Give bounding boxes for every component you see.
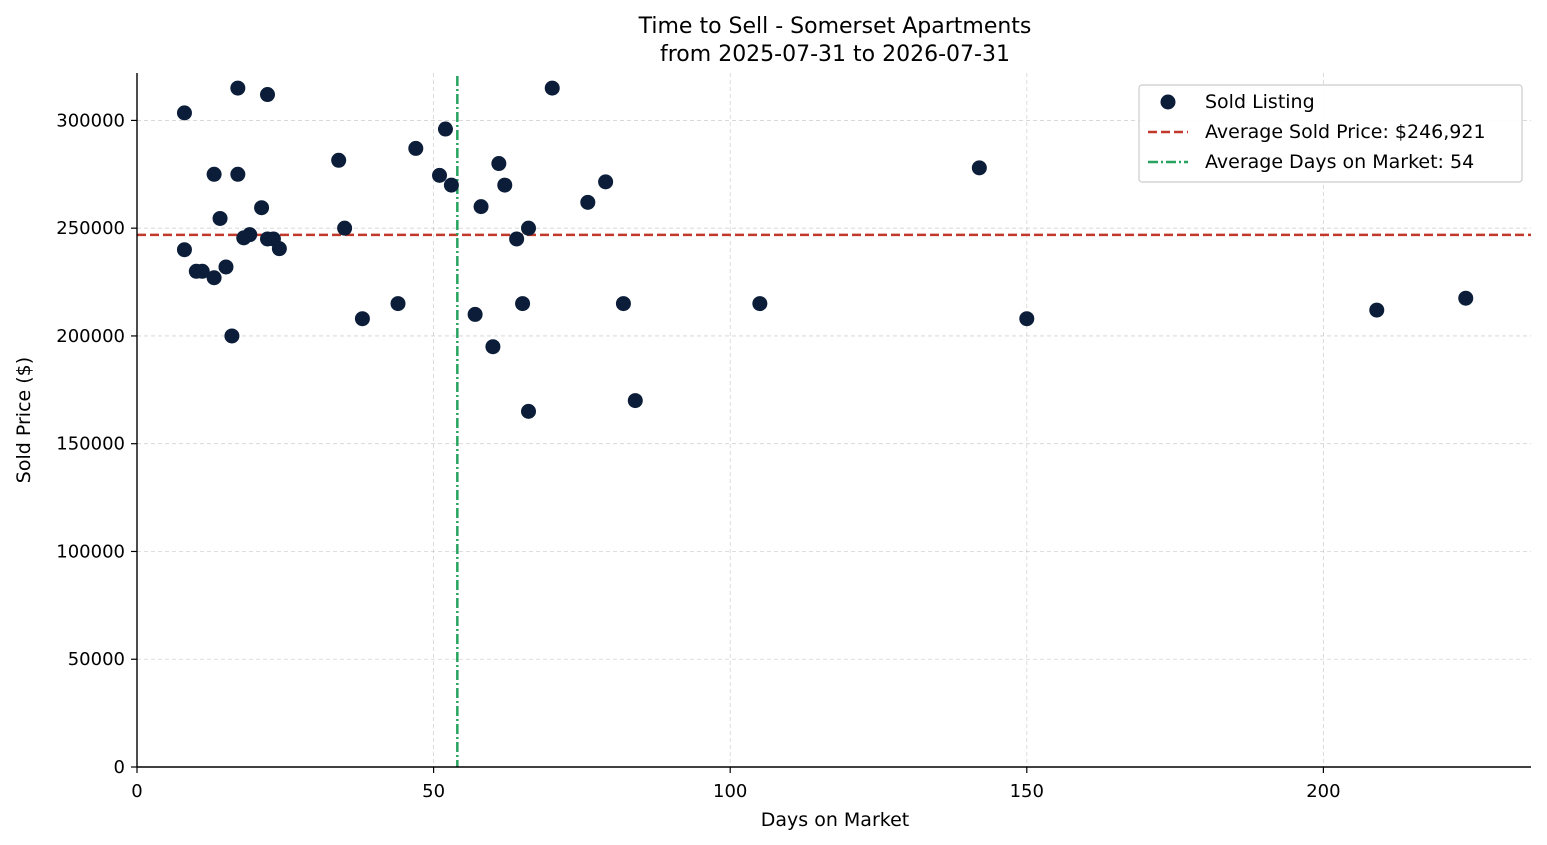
data-point (515, 296, 531, 312)
data-point (206, 166, 222, 182)
data-point (497, 177, 513, 193)
data-point (218, 259, 234, 275)
data-point (467, 306, 483, 322)
data-point (206, 270, 222, 286)
data-point (521, 220, 537, 236)
data-point (752, 296, 768, 312)
data-point (260, 87, 276, 103)
y-tick-label: 250000 (56, 218, 125, 239)
reference-lines (137, 76, 1531, 767)
tick-marks: 0 50 100 150 200 0 50000 100000 150000 200000 2500… (56, 110, 1340, 802)
data-point (521, 403, 537, 419)
data-point (437, 121, 453, 137)
y-tick-label: 0 (114, 757, 125, 778)
y-tick-label: 150000 (56, 434, 125, 455)
chart-subtitle: from 2025-07-31 to 2026-07-31 (660, 42, 1010, 67)
y-tick-label: 100000 (56, 541, 125, 562)
data-point (443, 177, 459, 193)
data-point (230, 80, 246, 96)
data-point (230, 166, 246, 182)
data-point (509, 231, 525, 247)
data-point (390, 296, 406, 312)
data-point (598, 174, 614, 190)
data-point (224, 328, 240, 344)
y-axis-label: Sold Price ($) (13, 357, 35, 483)
data-point (254, 200, 270, 216)
x-tick-label: 150 (1010, 781, 1044, 802)
data-point (408, 140, 424, 156)
data-point (1369, 302, 1385, 318)
grid-lines (137, 73, 1531, 767)
data-point (615, 296, 631, 312)
data-point (491, 156, 507, 172)
data-point (1019, 311, 1035, 327)
chart-title: Time to Sell - Somerset Apartments (638, 14, 1032, 39)
x-axis-label: Days on Market (761, 809, 909, 831)
data-points (176, 80, 1474, 419)
data-point (485, 339, 501, 355)
legend-box (1138, 84, 1523, 183)
data-point (337, 220, 353, 236)
data-point (1458, 290, 1474, 306)
legend-label-avg-days: Average Days on Market: 54 (1205, 151, 1474, 173)
data-point (971, 160, 987, 176)
data-point (354, 311, 370, 327)
y-tick-label: 50000 (68, 649, 125, 670)
data-point (242, 227, 258, 243)
legend-point-swatch (1160, 94, 1176, 110)
data-point (212, 210, 228, 226)
legend: Sold Listing Average Sold Price: $246,92… (1138, 84, 1523, 183)
legend-label-sold-listing: Sold Listing (1205, 91, 1315, 113)
x-tick-label: 100 (713, 781, 747, 802)
title-block: Time to Sell - Somerset Apartments from … (638, 14, 1032, 67)
data-point (544, 80, 560, 96)
data-point (432, 167, 448, 183)
data-point (271, 241, 287, 257)
y-tick-label: 200000 (56, 326, 125, 347)
data-point (176, 105, 192, 121)
x-tick-label: 200 (1306, 781, 1340, 802)
y-tick-label: 300000 (56, 110, 125, 131)
data-point (580, 194, 596, 210)
x-tick-label: 50 (422, 781, 445, 802)
legend-label-avg-price: Average Sold Price: $246,921 (1205, 121, 1486, 143)
data-point (473, 199, 489, 215)
data-point (627, 393, 643, 409)
data-point (176, 242, 192, 258)
axes (136, 73, 1531, 768)
x-tick-label: 0 (131, 781, 142, 802)
data-point (194, 263, 210, 279)
data-point (331, 152, 347, 168)
